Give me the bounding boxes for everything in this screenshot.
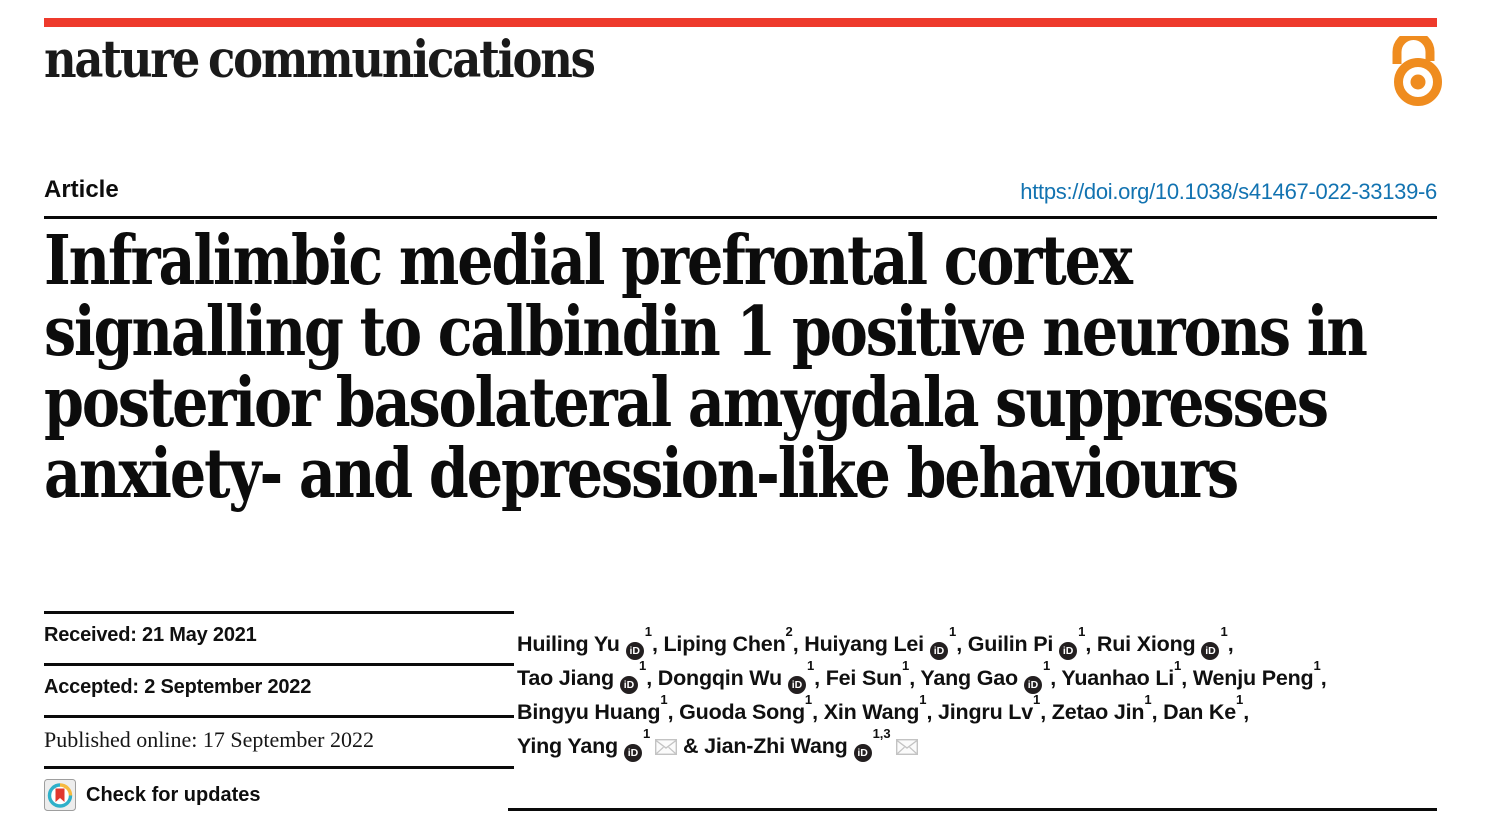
author-name: Zetao Jin [1051, 700, 1145, 725]
check-for-updates[interactable]: Check for updates [44, 779, 260, 811]
divider [44, 766, 514, 769]
divider [44, 715, 514, 718]
author-separator: , [1243, 700, 1250, 725]
affiliation-superscript: 1 [1042, 658, 1051, 673]
author-name: Jingru Lv [938, 700, 1033, 725]
author-name: Huiling Yu [517, 632, 620, 657]
affiliation-superscript: 2 [785, 624, 793, 639]
accepted-date: Accepted: 2 September 2022 [44, 676, 312, 698]
email-icon[interactable] [655, 731, 678, 765]
check-for-updates-label[interactable]: Check for updates [86, 783, 261, 806]
affiliation-superscript: 1 [919, 692, 927, 707]
author-name: Rui Xiong [1096, 632, 1196, 657]
author-name: Yuanhao Li [1061, 666, 1175, 691]
article-type-label: Article [44, 176, 119, 203]
affiliation-superscript: 1 [1078, 624, 1086, 639]
author-separator: , [1151, 700, 1164, 725]
author-separator: , [1181, 666, 1193, 691]
author-separator: , [651, 632, 664, 657]
author-separator: , [1227, 632, 1234, 657]
crossmark-icon[interactable] [44, 779, 76, 811]
author-separator: , [646, 666, 658, 691]
affiliation-superscript: 1 [644, 624, 652, 639]
header-divider [44, 216, 1437, 219]
orcid-icon[interactable]: iD [623, 744, 642, 763]
orcid-icon[interactable]: iD [625, 642, 644, 661]
affiliation-superscript: 1 [660, 692, 668, 707]
author-name: Guilin Pi [967, 632, 1054, 657]
author-name: Guoda Song [679, 700, 805, 725]
affiliation-superscript: 1,3 [872, 726, 891, 741]
author-name: Yang Gao [920, 666, 1018, 691]
affiliation-superscript: 1 [1144, 692, 1152, 707]
author-name: Dongqin Wu [657, 666, 782, 691]
orcid-icon[interactable]: iD [1023, 676, 1042, 695]
author-name: Wenju Peng [1192, 666, 1314, 691]
article-title-line: anxiety- and depression-like behaviours [44, 434, 1239, 514]
author-separator: , [792, 632, 805, 657]
author-line: Bingyu Huang1, Guoda Song1, Xin Wang1, J… [517, 690, 1467, 724]
article-title-line: Infralimbic medial prefrontal cortex [44, 221, 1133, 301]
author-line: Tao Jiang iD1, Dongqin Wu iD1, Fei Sun1, Y… [517, 656, 1467, 695]
article-title: Infralimbic medial prefrontal cortex sig… [44, 226, 1388, 510]
affiliation-superscript: 1 [1236, 692, 1244, 707]
author-name: Bingyu Huang [517, 700, 661, 725]
author-name: Huiyang Lei [804, 632, 924, 657]
author-separator: , [926, 700, 939, 725]
orcid-icon[interactable]: iD [1059, 642, 1078, 661]
divider [44, 611, 514, 614]
open-access-icon [1390, 31, 1446, 111]
affiliation-superscript: 1 [1174, 658, 1182, 673]
affiliation-superscript: 1 [806, 658, 815, 673]
affiliation-superscript: 1 [642, 726, 651, 741]
brand-color-bar [44, 18, 1437, 27]
author-name: Dan Ke [1163, 700, 1236, 725]
author-separator: , [956, 632, 968, 657]
email-icon[interactable] [895, 731, 918, 765]
orcid-icon[interactable]: iD [1201, 642, 1220, 661]
author-name: Jian-Zhi Wang [704, 734, 848, 759]
article-title-line: posterior basolateral amygdala suppresse… [44, 363, 1329, 443]
author-separator: , [814, 666, 826, 691]
affiliation-superscript: 1 [638, 658, 647, 673]
affiliation-superscript: 1 [948, 624, 957, 639]
orcid-icon[interactable]: iD [619, 676, 638, 695]
article-title-line: signalling to calbindin 1 positive neuro… [44, 292, 1368, 372]
author-separator: , [1050, 666, 1062, 691]
doi-link[interactable]: https://doi.org/10.1038/s41467-022-33139… [1020, 179, 1437, 204]
affiliation-superscript: 1 [804, 692, 813, 707]
received-date: Received: 21 May 2021 [44, 624, 257, 646]
orcid-icon[interactable]: iD [929, 642, 948, 661]
author-separator: , [812, 700, 824, 725]
author-separator: , [1085, 632, 1097, 657]
author-name: Xin Wang [823, 700, 920, 725]
journal-logo: nature communications [44, 30, 596, 90]
orcid-icon[interactable]: iD [787, 676, 806, 695]
author-name: Liping Chen [663, 632, 786, 657]
author-separator: & [677, 734, 705, 759]
author-separator: , [667, 700, 680, 725]
author-name: Fei Sun [825, 666, 902, 691]
author-list: Huiling Yu iD1, Liping Chen2, Huiyang Lei… [517, 622, 1467, 763]
author-line: Ying Yang iD1 & Jian-Zhi Wang iD1,3 [517, 724, 1467, 763]
orcid-icon[interactable]: iD [853, 744, 872, 763]
divider [44, 663, 514, 666]
published-date: Published online: 17 September 2022 [44, 727, 374, 752]
author-divider [508, 808, 1437, 811]
author-separator: , [1320, 666, 1327, 691]
affiliation-superscript: 1 [901, 658, 910, 673]
affiliation-superscript: 1 [1032, 692, 1041, 707]
author-separator: , [1040, 700, 1052, 725]
affiliation-superscript: 1 [1313, 658, 1321, 673]
author-separator: , [909, 666, 921, 691]
author-name: Ying Yang [517, 734, 618, 759]
affiliation-superscript: 1 [1220, 624, 1228, 639]
author-name: Tao Jiang [517, 666, 614, 691]
author-line: Huiling Yu iD1, Liping Chen2, Huiyang Lei… [517, 622, 1467, 661]
